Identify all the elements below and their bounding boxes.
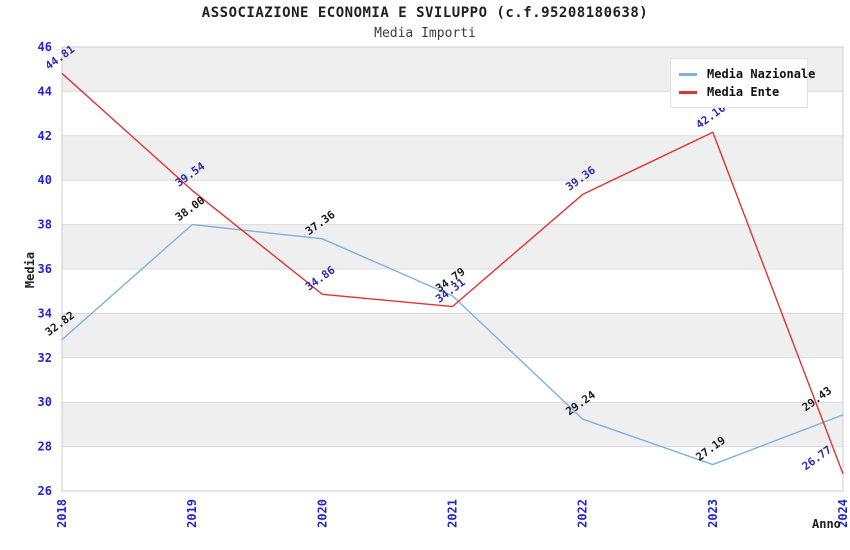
y-tick-label: 32: [38, 351, 52, 365]
x-tick-label: 2021: [446, 499, 460, 528]
y-axis-title: Media: [23, 251, 37, 289]
series-line-media-nazionale: [61, 223, 844, 466]
y-tick-label: 26: [38, 484, 52, 498]
x-tick-label: 2022: [576, 499, 590, 528]
x-axis-title: Anno: [812, 517, 841, 531]
y-tick-label: 38: [38, 218, 52, 232]
y-tick-label: 36: [38, 262, 52, 276]
y-tick-label: 34: [38, 306, 52, 320]
plot-band: [62, 313, 843, 358]
y-tick-label: 40: [38, 173, 52, 187]
x-tick-label: 2024: [836, 499, 850, 528]
legend-label-media-ente: Media Ente: [707, 85, 780, 99]
legend-item-media-ente: Media Ente: [679, 83, 799, 101]
legend-swatch-media-nazionale-icon: [679, 72, 697, 76]
x-tick-label: 2019: [185, 499, 199, 528]
legend-swatch-media-ente-icon: [679, 90, 697, 94]
y-tick-label: 46: [38, 40, 52, 54]
legend-item-media-nazionale: Media Nazionale: [679, 65, 815, 83]
plot-band: [62, 402, 843, 447]
legend-label-media-nazionale: Media Nazionale: [707, 67, 816, 81]
x-tick-label: 2023: [706, 499, 720, 528]
point-label: 26.77: [800, 443, 834, 473]
chart-subtitle: Media Importi: [374, 26, 476, 41]
y-tick-label: 42: [38, 129, 52, 143]
plot-border: [61, 46, 844, 492]
chart-title: ASSOCIAZIONE ECONOMIA E SVILUPPO (c.f.95…: [201, 5, 649, 21]
plot-band: [62, 135, 843, 181]
x-tick-label: 2020: [315, 499, 329, 528]
y-tick-label: 30: [38, 395, 52, 409]
point-label: 38.00: [173, 194, 207, 224]
legend: Media Nazionale Media Ente: [670, 58, 815, 108]
series-line-media-ente: [61, 72, 844, 475]
y-tick-label: 44: [38, 84, 52, 98]
y-tick-label: 28: [38, 440, 52, 454]
plot-band: [62, 224, 843, 269]
x-tick-label: 2018: [55, 499, 69, 528]
